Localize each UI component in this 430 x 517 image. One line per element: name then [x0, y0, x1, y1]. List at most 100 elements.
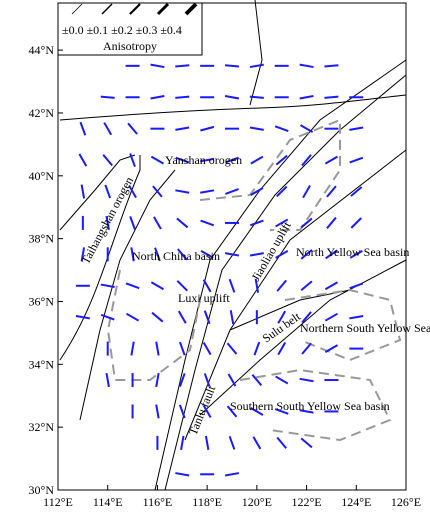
legend-title: Anisotropy — [103, 39, 157, 53]
anisotropy-bar — [250, 407, 264, 416]
anisotropy-bar — [105, 215, 110, 231]
anisotropy-bar — [349, 156, 364, 164]
anisotropy-bar — [276, 185, 288, 198]
anisotropy-bar — [80, 184, 86, 199]
anisotropy-bar — [129, 153, 136, 168]
anisotropy-bar — [224, 64, 240, 68]
anisotropy-bar — [155, 404, 160, 419]
anisotropy-bar — [200, 157, 215, 163]
anisotropy-bar — [300, 124, 314, 134]
anisotropy-bar — [350, 186, 363, 197]
anisotropy-bar — [277, 342, 287, 356]
anisotropy-bar — [249, 219, 264, 227]
anisotropy-bar — [277, 310, 287, 324]
anisotropy-bar — [275, 375, 289, 385]
anisotropy-bar — [324, 64, 339, 68]
region-label: Southern South Yellow Sea basin — [230, 399, 390, 413]
anisotropy-bar — [250, 155, 264, 165]
anisotropy-bar — [103, 122, 113, 136]
anisotropy-bar — [151, 311, 164, 323]
anisotropy-bar — [225, 156, 239, 164]
anisotropy-bar — [202, 404, 212, 419]
anisotropy-bar — [276, 436, 287, 449]
anisotropy-bar — [150, 63, 165, 69]
anisotropy-bar — [175, 189, 190, 194]
anisotropy-bar — [200, 249, 214, 259]
anisotropy-bar — [250, 187, 264, 196]
anisotropy-bar — [153, 216, 162, 230]
region-label: North China basin — [132, 249, 220, 263]
anisotropy-bar — [276, 279, 287, 292]
anisotropy-bar — [300, 437, 313, 449]
y-tick-label: 30°N — [29, 483, 55, 497]
anisotropy-bar — [177, 310, 187, 324]
x-tick-label: 120°E — [242, 495, 272, 509]
anisotropy-bar — [150, 95, 165, 100]
anisotropy-bar — [203, 310, 211, 325]
y-tick-label: 32°N — [29, 420, 55, 434]
x-tick-label: 126°E — [391, 495, 421, 509]
x-tick-label: 112°E — [43, 495, 73, 509]
anisotropy-bar — [79, 121, 87, 136]
anisotropy-bar — [349, 282, 364, 290]
anisotropy-bar — [225, 188, 239, 195]
anisotropy-bar — [349, 126, 364, 131]
anisotropy-bar — [249, 95, 264, 99]
region-label: Luxi uplift — [178, 291, 230, 305]
anisotropy-bar — [78, 153, 88, 167]
anisotropy-bar — [150, 155, 164, 165]
x-tick-label: 114°E — [93, 495, 123, 509]
anisotropy-bar — [300, 280, 313, 292]
anisotropy-bar — [253, 341, 261, 356]
anisotropy-bar — [228, 278, 236, 293]
anisotropy-bar — [299, 95, 314, 100]
anisotropy-bar — [326, 185, 337, 198]
anisotropy-bar — [200, 125, 215, 132]
anisotropy-bar — [128, 184, 137, 199]
x-tick-label: 118°E — [192, 495, 222, 509]
anisotropy-bar — [249, 252, 264, 257]
anisotropy-bar — [226, 342, 238, 355]
anisotropy-bar — [202, 342, 212, 356]
anisotropy-bar — [252, 436, 262, 450]
anisotropy-bar — [251, 374, 263, 387]
anisotropy-bar — [229, 310, 235, 325]
y-tick-label: 34°N — [29, 357, 55, 371]
legend: ±0.0 ±0.1 ±0.2 ±0.3 ±0.4 Anisotropy — [57, 2, 203, 56]
anisotropy-bar — [175, 126, 190, 131]
anisotropy-bar — [350, 217, 362, 229]
anisotropy-bar — [180, 435, 185, 450]
anisotropy-bar — [105, 372, 110, 388]
anisotropy-bar — [299, 63, 314, 69]
anisotropy-bar — [104, 184, 112, 199]
anisotropy-bar — [152, 185, 163, 198]
anisotropy-bar — [349, 249, 363, 259]
anisotropy-bar — [177, 248, 188, 261]
anisotropy-bar — [127, 122, 138, 135]
anisotropy-bar — [175, 64, 190, 68]
anisotropy-bar — [75, 314, 90, 320]
anisotropy-bar — [324, 95, 339, 99]
y-tick-label: 40°N — [29, 169, 55, 183]
x-tick-label: 116°E — [143, 495, 173, 509]
anisotropy-bar — [202, 279, 212, 293]
y-tick-label: 36°N — [29, 294, 55, 308]
anisotropy-bar — [200, 219, 215, 227]
anisotropy-bar — [204, 435, 210, 450]
anisotropy-bar — [176, 217, 189, 229]
anisotropy-bar — [249, 63, 264, 69]
anisotropy-bar — [324, 344, 338, 353]
anisotropy-bar — [349, 314, 364, 320]
anisotropy-bar — [274, 408, 289, 415]
anisotropy-bar — [249, 126, 264, 131]
anisotropy-bar — [324, 155, 338, 165]
anisotropy-bar — [175, 156, 190, 164]
anisotropy-bar — [226, 405, 238, 418]
anisotropy-bar — [301, 154, 312, 167]
anisotropy-bar — [100, 313, 115, 321]
anisotropy-bar — [300, 217, 313, 229]
anisotropy-bar — [228, 435, 236, 450]
anisotropy-bar — [155, 372, 160, 388]
anisotropy-bar — [325, 249, 338, 260]
y-tick-label: 42°N — [29, 106, 55, 120]
